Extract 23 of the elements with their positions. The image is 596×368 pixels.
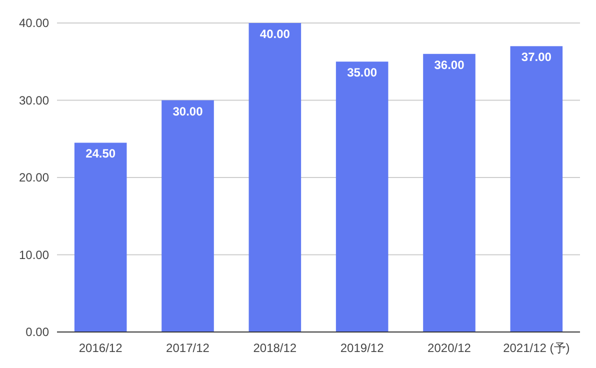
x-tick-label: 2021/12 (予) — [503, 341, 570, 355]
y-tick-label: 40.00 — [18, 16, 50, 30]
bar — [423, 54, 476, 332]
y-tick-label: 0.00 — [26, 325, 50, 339]
x-tick-label: 2016/12 — [78, 341, 123, 355]
data-label: 24.50 — [86, 146, 116, 161]
bar — [248, 23, 302, 332]
y-tick-label: 10.00 — [18, 248, 50, 262]
data-label: 35.00 — [347, 66, 378, 80]
x-tick-label: 2018/12 — [253, 341, 297, 355]
data-label: 40.00 — [260, 27, 290, 41]
x-tick-label: 2019/12 — [340, 341, 384, 355]
bar — [510, 46, 563, 332]
x-tick-label: 2020/12 — [428, 341, 472, 355]
y-tick-label: 30.00 — [18, 93, 50, 108]
data-label: 37.00 — [521, 50, 552, 64]
bar — [162, 100, 214, 332]
x-tick-label: 2017/12 — [166, 341, 210, 355]
bar — [336, 62, 388, 332]
data-label: 30.00 — [172, 104, 204, 118]
data-label: 36.00 — [434, 58, 465, 72]
bar — [74, 142, 127, 332]
y-tick-label: 20.00 — [18, 170, 50, 184]
